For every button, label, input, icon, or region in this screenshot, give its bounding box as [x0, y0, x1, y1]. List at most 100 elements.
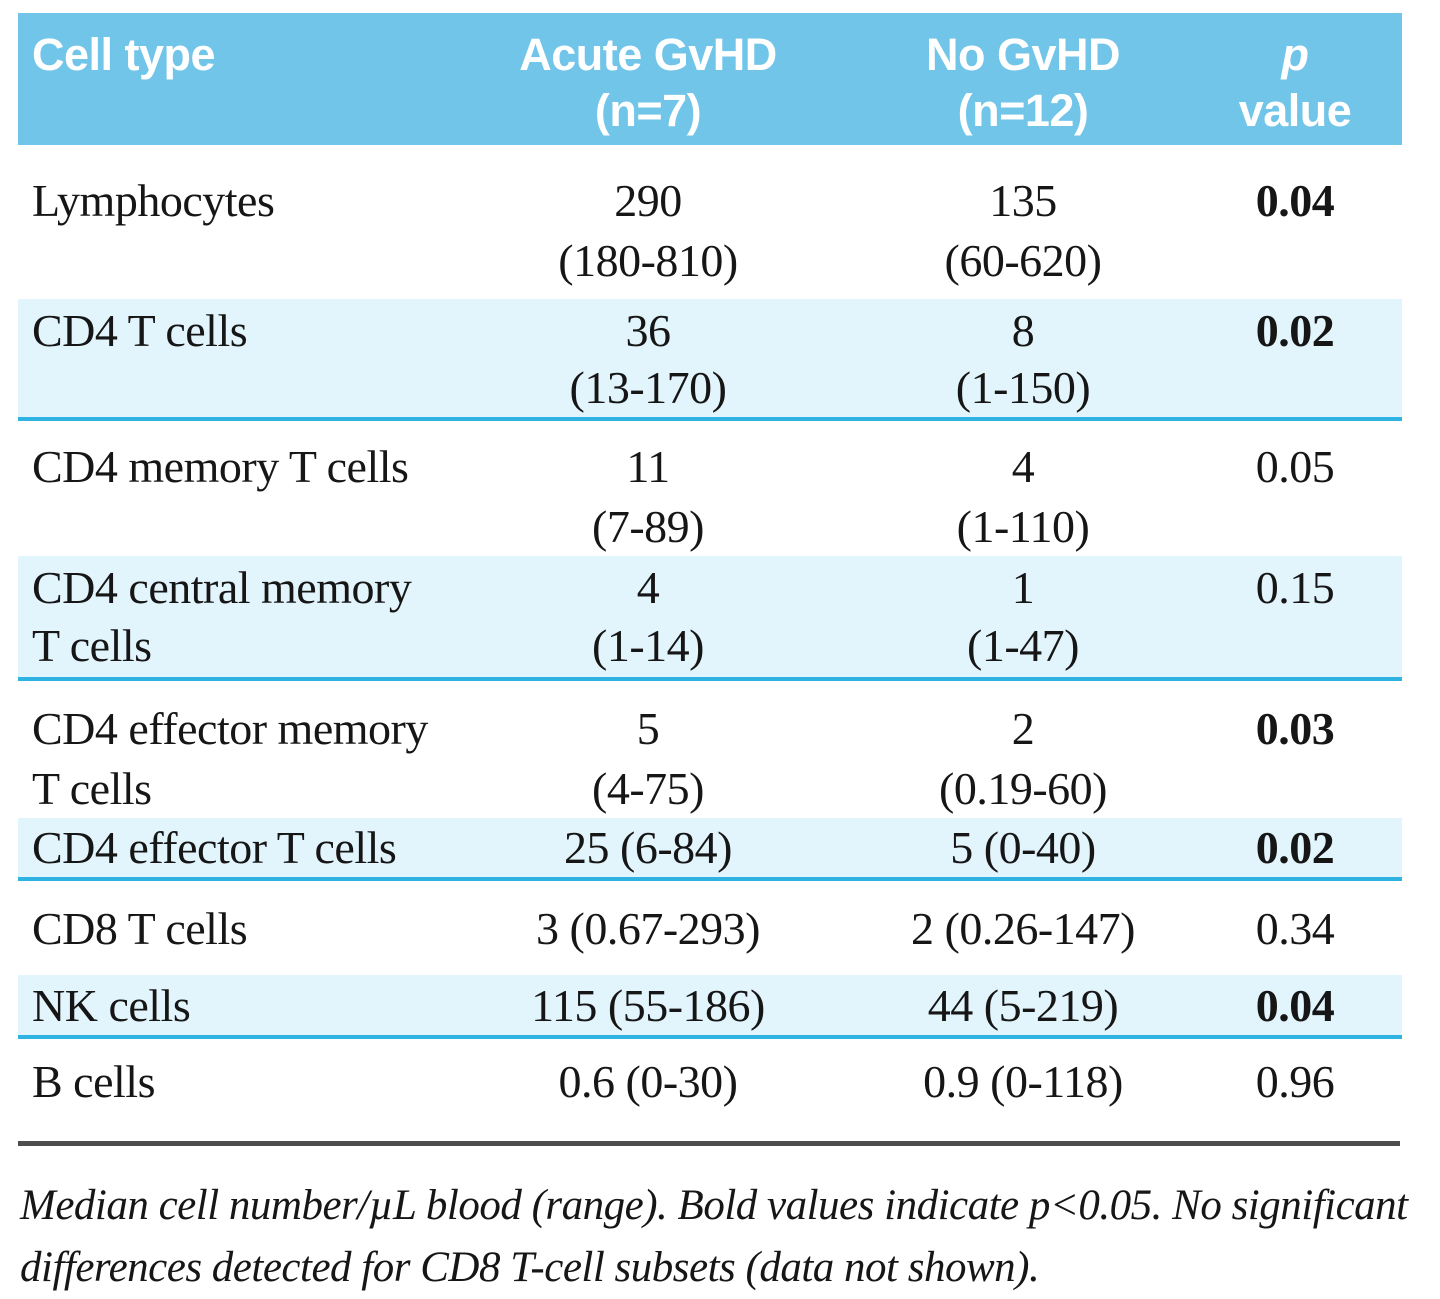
- cell-type-label-line2: T cells: [32, 763, 152, 814]
- cell-type-label: CD4 effector memory: [32, 703, 428, 754]
- table-footnote: Median cell number/µL blood (range). Bol…: [20, 1175, 1420, 1299]
- table-row-cd4-central-memory-t-cells: CD4 central memory T cells 4 (1-14) 1 (1…: [18, 556, 1402, 681]
- no-gvhd-value: 8 (1-150): [858, 302, 1188, 417]
- median-value: 36: [625, 305, 672, 356]
- range-value: (0.19-60): [939, 763, 1107, 814]
- header-acute-gvhd: Acute GvHD (n=7): [438, 13, 858, 145]
- range-value: (1-14): [592, 620, 704, 671]
- header-no-gvhd: No GvHD (n=12): [858, 13, 1188, 145]
- cell-type-label: CD8 T cells: [32, 902, 248, 954]
- header-p-label: p: [1281, 29, 1310, 80]
- header-p-value: p value: [1188, 13, 1402, 145]
- table-header-row: Cell type Acute GvHD (n=7) No GvHD (n=12…: [18, 13, 1402, 145]
- cell-type: CD4 central memory T cells: [18, 559, 438, 677]
- median-value: 5 (0-40): [950, 822, 1096, 873]
- range-value: (60-620): [944, 235, 1102, 286]
- cell-type-label: CD4 T cells: [32, 305, 248, 356]
- median-value: 115 (55-186): [531, 979, 765, 1031]
- acute-gvhd-value: 11 (7-89): [438, 437, 858, 557]
- gvhd-cell-count-table: Cell type Acute GvHD (n=7) No GvHD (n=12…: [18, 13, 1402, 1139]
- median-value: 8: [1011, 305, 1035, 356]
- median-value: 0.9 (0-118): [923, 1056, 1123, 1107]
- p-value-text: 0.04: [1255, 175, 1335, 226]
- p-value-text: 0.04: [1255, 979, 1335, 1031]
- cell-type: Lymphocytes: [18, 171, 438, 299]
- p-value-text: 0.96: [1255, 1056, 1335, 1107]
- table-row-lymphocytes: Lymphocytes 290 (180-810) 135 (60-620) 0…: [18, 145, 1402, 299]
- p-value: 0.15: [1188, 559, 1402, 677]
- acute-gvhd-value: 25 (6-84): [438, 818, 858, 877]
- footnote-line-2: differences detected for CD8 T-cell subs…: [20, 1244, 1040, 1291]
- acute-gvhd-value: 290 (180-810): [438, 171, 858, 299]
- no-gvhd-value: 44 (5-219): [858, 975, 1188, 1035]
- p-value: 0.04: [1188, 171, 1402, 299]
- cell-type-label: CD4 central memory: [32, 562, 412, 613]
- no-gvhd-value: 135 (60-620): [858, 171, 1188, 299]
- cell-type-label: B cells: [32, 1056, 155, 1107]
- median-value: 2: [1011, 703, 1035, 754]
- median-value: 0.6 (0-30): [558, 1056, 738, 1107]
- median-value: 135: [989, 175, 1057, 226]
- p-value: 0.96: [1188, 1039, 1402, 1108]
- median-value: 11: [626, 441, 670, 492]
- no-gvhd-value: 2 (0.26-147): [858, 881, 1188, 975]
- header-acute-gvhd-n: (n=7): [594, 85, 702, 136]
- acute-gvhd-value: 5 (4-75): [438, 699, 858, 819]
- acute-gvhd-value: 3 (0.67-293): [438, 881, 858, 975]
- cell-type: B cells: [18, 1039, 438, 1108]
- p-value-text: 0.34: [1255, 902, 1335, 954]
- footnote-line-1: Median cell number/µL blood (range). Bol…: [20, 1182, 1408, 1229]
- table-row-cd8-t-cells: CD8 T cells 3 (0.67-293) 2 (0.26-147) 0.…: [18, 881, 1402, 975]
- table-row-cd4-memory-t-cells: CD4 memory T cells 11 (7-89) 4 (1-110) 0…: [18, 421, 1402, 556]
- cell-type: CD4 effector memory T cells: [18, 699, 438, 819]
- p-value: 0.04: [1188, 975, 1402, 1035]
- cell-type-label-line2: T cells: [32, 620, 152, 671]
- no-gvhd-value: 4 (1-110): [858, 437, 1188, 557]
- no-gvhd-value: 0.9 (0-118): [858, 1039, 1188, 1108]
- p-value: 0.34: [1188, 881, 1402, 975]
- median-value: 3 (0.67-293): [536, 902, 760, 954]
- cell-type-label: Lymphocytes: [32, 175, 275, 226]
- header-p-value-label: value: [1238, 85, 1352, 136]
- range-value: (1-47): [967, 620, 1079, 671]
- p-value-text: 0.03: [1255, 703, 1335, 754]
- median-value: 1: [1011, 562, 1035, 613]
- p-value: 0.02: [1188, 302, 1402, 417]
- median-value: 2 (0.26-147): [911, 902, 1135, 954]
- cell-type: CD4 effector T cells: [18, 818, 438, 877]
- cell-type-label: NK cells: [32, 979, 191, 1031]
- cell-type: NK cells: [18, 975, 438, 1035]
- median-value: 5: [636, 703, 660, 754]
- median-value: 4: [636, 562, 660, 613]
- cell-type: CD8 T cells: [18, 881, 438, 975]
- acute-gvhd-value: 0.6 (0-30): [438, 1039, 858, 1108]
- median-value: 44 (5-219): [927, 979, 1119, 1031]
- median-value: 4: [1011, 441, 1035, 492]
- p-value-text: 0.05: [1255, 441, 1335, 492]
- p-value-text: 0.15: [1255, 562, 1335, 613]
- table-row-cd4-effector-t-cells: CD4 effector T cells 25 (6-84) 5 (0-40) …: [18, 818, 1402, 881]
- cell-type-label: CD4 memory T cells: [32, 441, 409, 492]
- header-no-gvhd-n: (n=12): [957, 85, 1089, 136]
- median-value: 290: [614, 175, 682, 226]
- p-value-text: 0.02: [1255, 305, 1335, 356]
- acute-gvhd-value: 4 (1-14): [438, 559, 858, 677]
- acute-gvhd-value: 36 (13-170): [438, 302, 858, 417]
- header-cell-type-label: Cell type: [32, 29, 216, 80]
- table-row-nk-cells: NK cells 115 (55-186) 44 (5-219) 0.04: [18, 975, 1402, 1039]
- range-value: (4-75): [592, 763, 704, 814]
- header-no-gvhd-label: No GvHD: [925, 29, 1121, 80]
- median-value: 25 (6-84): [564, 822, 732, 873]
- header-acute-gvhd-label: Acute GvHD: [519, 29, 777, 80]
- acute-gvhd-value: 115 (55-186): [438, 975, 858, 1035]
- cell-type: CD4 memory T cells: [18, 437, 438, 557]
- no-gvhd-value: 5 (0-40): [858, 818, 1188, 877]
- table-row-b-cells: B cells 0.6 (0-30) 0.9 (0-118) 0.96: [18, 1039, 1402, 1139]
- cell-type: CD4 T cells: [18, 302, 438, 417]
- range-value: (1-110): [956, 501, 1090, 552]
- p-value-text: 0.02: [1255, 822, 1335, 873]
- cell-type-label: CD4 effector T cells: [32, 822, 397, 873]
- table-row-cd4-t-cells: CD4 T cells 36 (13-170) 8 (1-150) 0.02: [18, 299, 1402, 421]
- no-gvhd-value: 1 (1-47): [858, 559, 1188, 677]
- range-value: (13-170): [569, 362, 727, 413]
